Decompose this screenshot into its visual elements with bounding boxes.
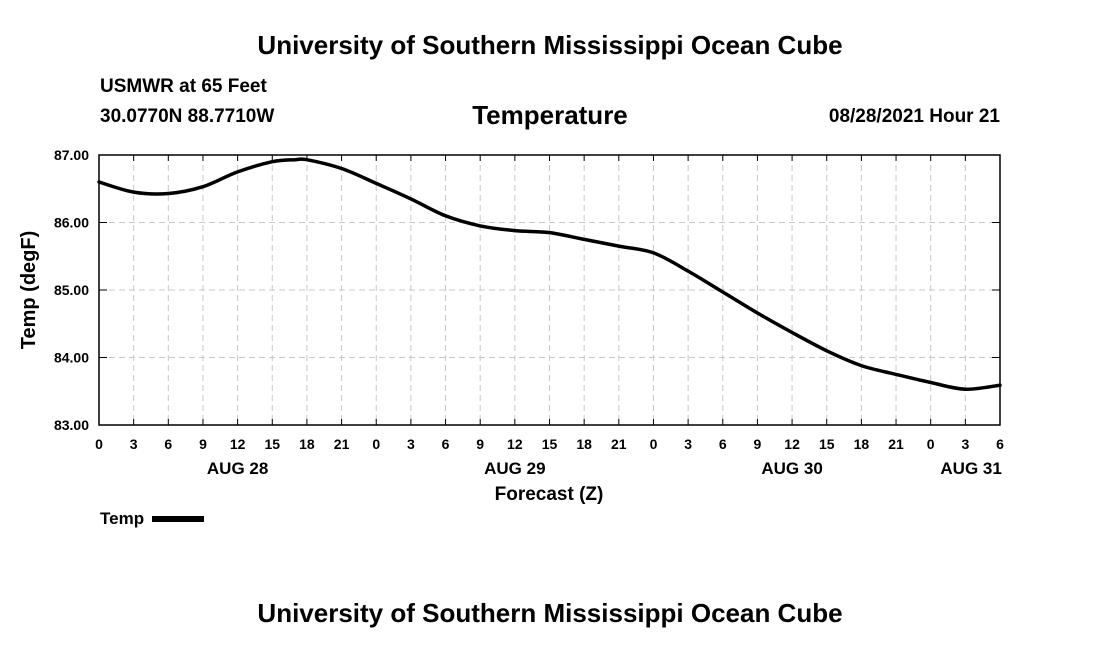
x-tick-label: 0 [372,436,380,452]
plot-frame [98,154,1001,426]
x-tick-label: 9 [476,436,484,452]
x-tick-label: 6 [442,436,450,452]
y-tick-label: 83.00 [54,417,89,433]
y-tick-label: 87.00 [54,147,89,163]
station-label: USMWR at 65 Feet [100,76,267,97]
x-tick-label: 6 [719,436,727,452]
grid [99,155,1000,425]
x-tick-label: 9 [754,436,762,452]
legend: Temp [100,509,205,529]
x-tick-label: 18 [854,436,870,452]
chart-title: Temperature [472,100,628,130]
x-tick-label: 12 [507,436,523,452]
date-label: AUG 31 [940,459,1001,478]
y-tick-label: 84.00 [54,350,89,366]
legend-swatch-temp [152,516,205,522]
x-tick-label: 21 [334,436,350,452]
x-axis-title: Forecast (Z) [495,484,604,505]
x-tick-label: 18 [299,436,315,452]
x-tick-label: 9 [199,436,207,452]
x-tick-label: 15 [819,436,835,452]
axis-labels: 0 3 6 9 12 15 18 21 0 3 6 9 12 15 18 21 0 3 6 9 12 15 18 21 0 3 6 8… [54,147,1004,478]
x-tick-label: 3 [407,436,415,452]
date-label: AUG 30 [761,459,822,478]
y-tick-label: 86.00 [54,215,89,231]
x-tick-label: 12 [230,436,246,452]
footer-title: University of Southern Mississippi Ocean… [257,598,843,628]
page-title: University of Southern Mississippi Ocean… [257,30,843,60]
x-tick-label: 3 [130,436,138,452]
x-tick-label: 3 [961,436,969,452]
series-line-temp [97,157,1002,391]
x-tick-label: 15 [542,436,558,452]
x-tick-label: 21 [611,436,627,452]
legend-label-temp: Temp [100,509,145,528]
x-tick-label: 12 [784,436,800,452]
date-label: AUG 28 [207,459,268,478]
y-axis-title: Temp (degF) [18,231,40,350]
x-tick-label: 18 [576,436,592,452]
date-label: AUG 29 [484,459,545,478]
x-tick-label: 6 [996,436,1004,452]
y-tick-label: 85.00 [54,282,89,298]
x-tick-label: 21 [888,436,904,452]
coordinates-label: 30.0770N 88.7710W [100,106,275,127]
x-tick-label: 6 [164,436,172,452]
x-tick-label: 15 [264,436,280,452]
x-tick-label: 0 [95,436,103,452]
x-tick-label: 0 [650,436,658,452]
x-tick-label: 0 [927,436,935,452]
x-tick-label: 3 [684,436,692,452]
datetime-label: 08/28/2021 Hour 21 [828,106,1000,127]
